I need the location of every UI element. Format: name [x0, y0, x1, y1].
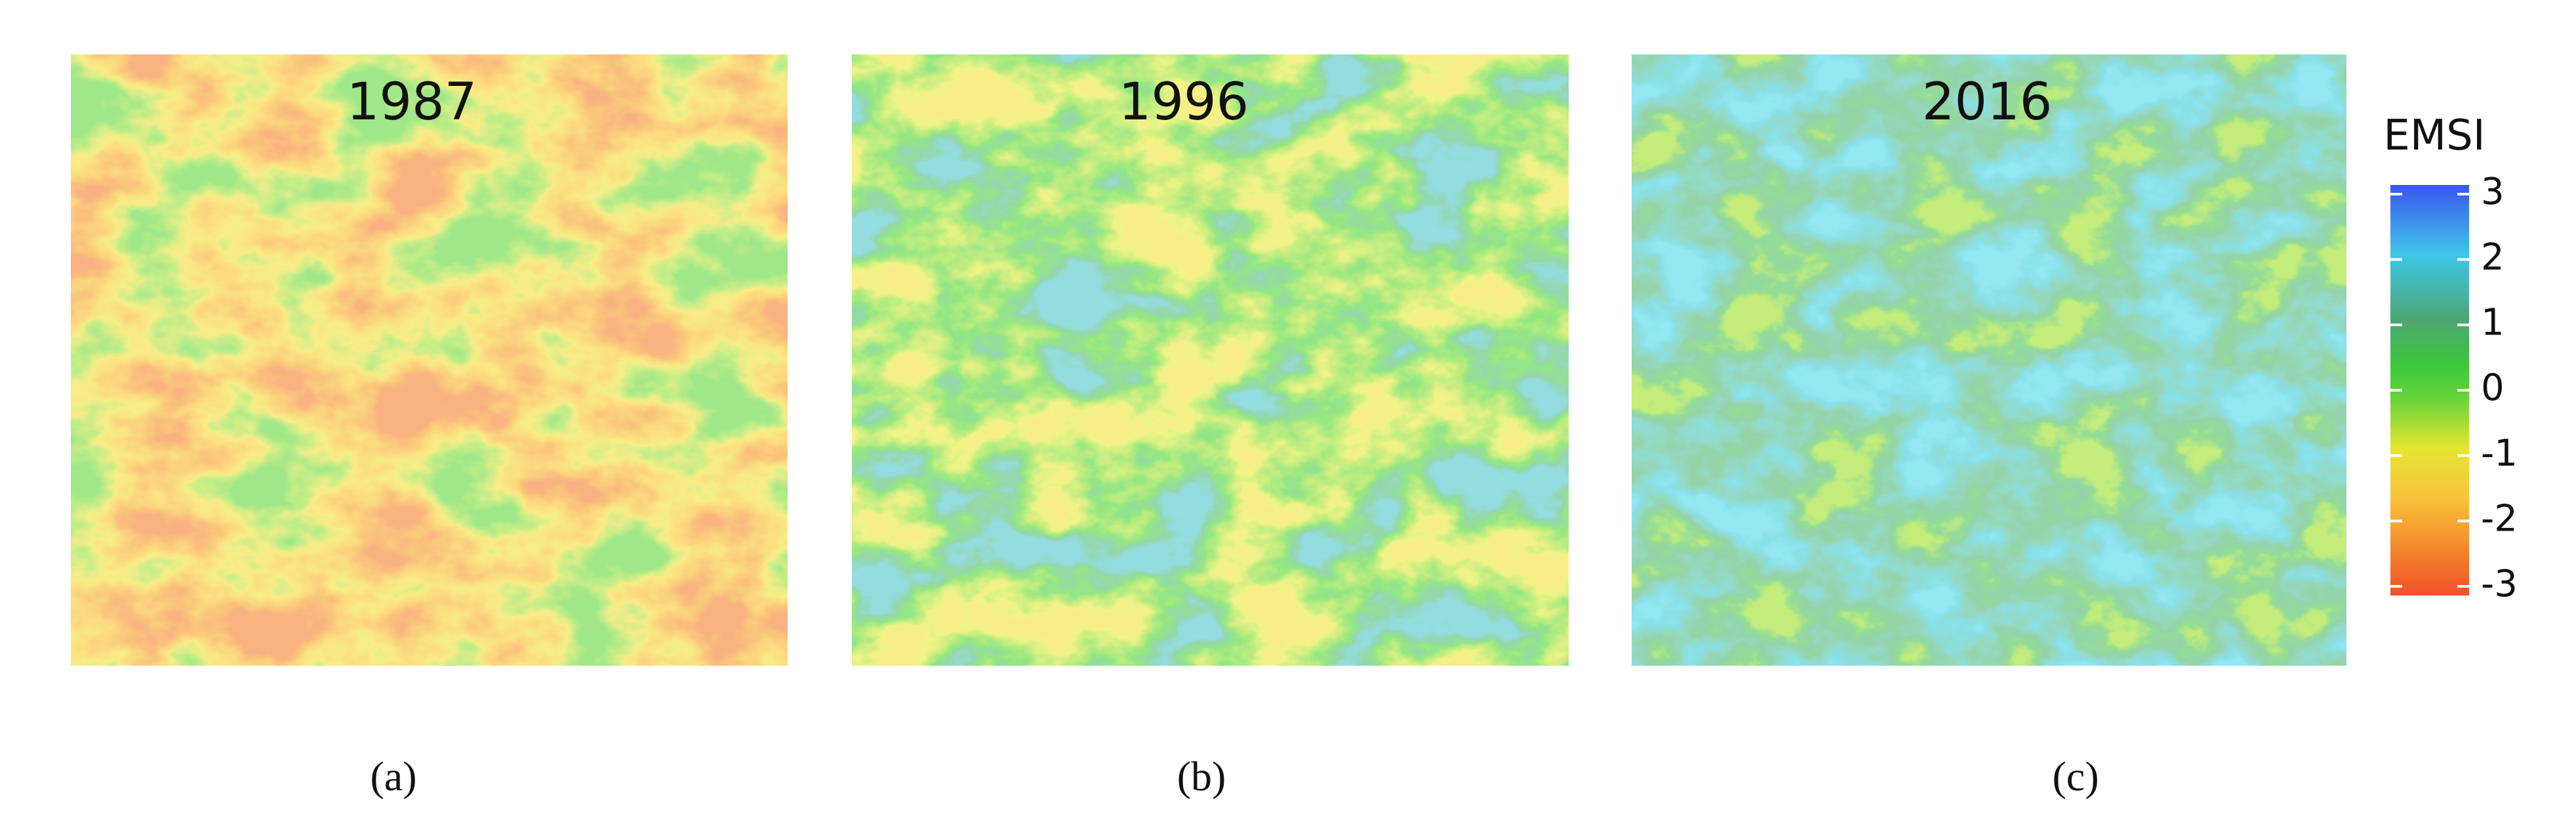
tick-label: -3 — [2481, 563, 2518, 605]
map-image — [852, 54, 1569, 666]
panel-caption: (c) — [2052, 753, 2099, 799]
year-label: 2016 — [1922, 73, 2053, 132]
map-image — [71, 54, 788, 666]
tick-label: 2 — [2481, 236, 2505, 279]
colorbar-title: EMSI — [2383, 111, 2485, 160]
tick-label: 1 — [2481, 301, 2505, 344]
colorbar: EMSI 3 2 1 0 -1 -2 -3 — [2383, 111, 2517, 605]
panel-caption: (a) — [370, 753, 416, 799]
tick-label: 0 — [2481, 367, 2505, 409]
panel-caption: (b) — [1177, 753, 1226, 799]
tick-label: -1 — [2481, 432, 2518, 475]
panel-c: 2016 (c) — [1632, 54, 2346, 799]
map-image — [1632, 54, 2346, 666]
panel-a: 1987 (a) — [71, 54, 788, 799]
tick-label: -2 — [2481, 497, 2518, 540]
tick-label: 3 — [2481, 171, 2505, 213]
panel-b: 1996 (b) — [852, 54, 1569, 799]
year-label: 1987 — [347, 73, 477, 132]
colorbar-gradient — [2390, 185, 2469, 596]
year-label: 1996 — [1119, 73, 1249, 132]
